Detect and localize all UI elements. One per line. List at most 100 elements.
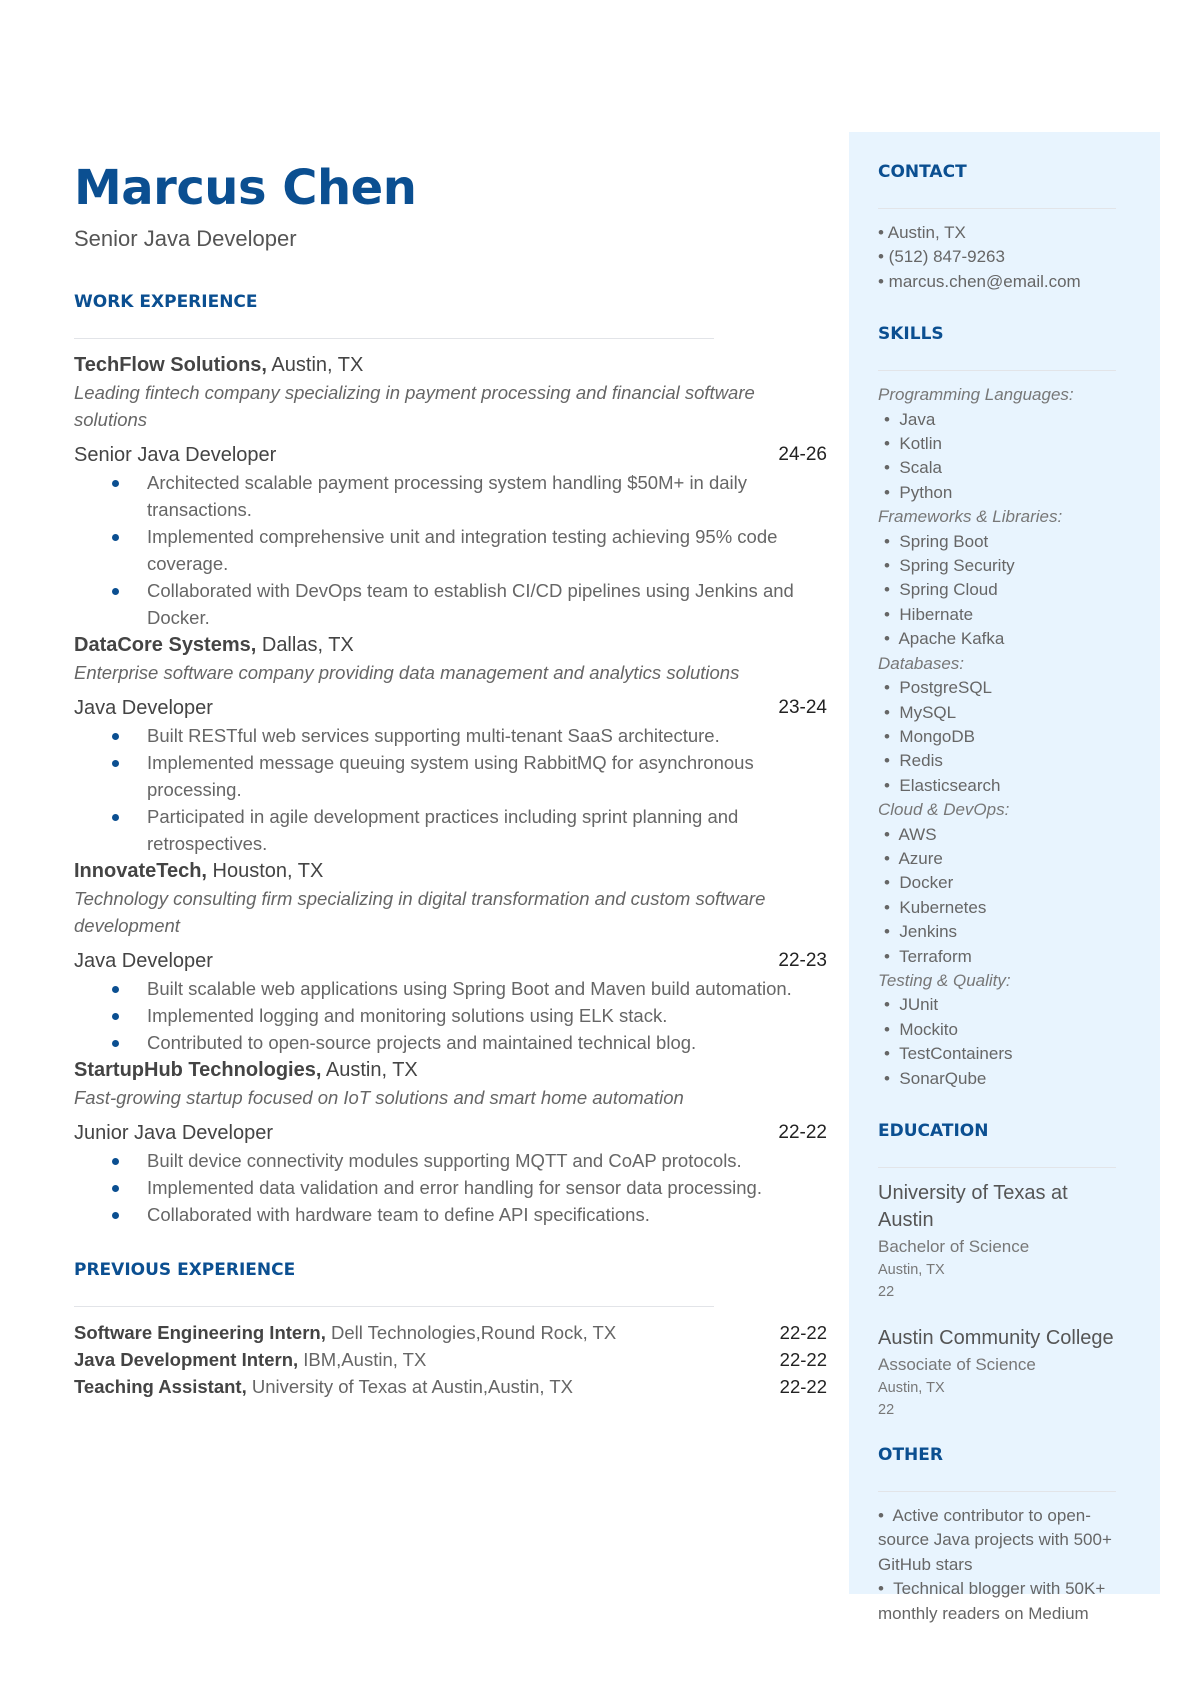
previous-item: Software Engineering Intern, Dell Techno… (74, 1319, 827, 1346)
divider (878, 1491, 1116, 1492)
company-name: InnovateTech, (74, 860, 207, 882)
skill-name: Spring Boot (899, 531, 989, 551)
skill-name: Apache Kafka (898, 629, 1005, 649)
bullet-icon: • (884, 702, 900, 722)
school-location: Austin, TX (878, 1262, 945, 1278)
bullet-item: Implemented message queuing system using… (112, 749, 827, 803)
role-line: Senior Java Developer 24-26 (74, 441, 827, 469)
role-date: 24-26 (778, 444, 827, 465)
bullet-icon: • (884, 775, 900, 795)
skill-category: Programming Languages: (878, 385, 1074, 405)
company-description: Enterprise software company providing da… (74, 662, 740, 683)
role-date: 22-23 (778, 950, 827, 971)
skill-item: • Terraform (878, 945, 1178, 969)
graduation-year: 22 (878, 1284, 895, 1300)
previous-item: Teaching Assistant, University of Texas … (74, 1373, 827, 1400)
previous-left: Teaching Assistant, University of Texas … (74, 1373, 573, 1400)
school-name: University of Texas at Austin (878, 1182, 1068, 1231)
bullet-icon: • (884, 946, 900, 966)
bullet-list: Built RESTful web services supporting mu… (112, 722, 827, 857)
role-title: Java Developer (74, 950, 213, 972)
candidate-name: Marcus Chen (74, 160, 417, 216)
company-location: Austin, TX (321, 1059, 418, 1081)
previous-item: Java Development Intern, IBM,Austin, TX 2… (74, 1346, 827, 1373)
skill-name: MongoDB (899, 726, 976, 746)
bullet-icon: • (884, 531, 900, 551)
role-line: Junior Java Developer 22-22 (74, 1119, 827, 1147)
candidate-title: Senior Java Developer (74, 226, 297, 251)
school-name: Austin Community College (878, 1327, 1114, 1349)
previous-org: Dell Technologies,Round Rock, TX (325, 1322, 617, 1343)
contact-item: • (512) 847-9263 (878, 247, 1005, 267)
other-item: • Technical blogger with 50K+ monthly re… (878, 1579, 1110, 1623)
previous-date: 22-22 (779, 1322, 827, 1343)
divider (878, 1167, 1116, 1168)
skill-category: Frameworks & Libraries: (878, 507, 1063, 527)
company-location: Austin, TX (266, 354, 364, 376)
skill-category: Testing & Quality: (878, 970, 1011, 990)
contact-item: • Austin, TX (878, 223, 966, 242)
skill-item: • Elasticsearch (878, 774, 1178, 798)
skill-name: TestContainers (899, 1044, 1013, 1064)
bullet-icon: • (884, 751, 900, 771)
skill-name: JUnit (899, 995, 939, 1015)
bullet-icon: • (884, 897, 900, 917)
bullet-list: Built scalable web applications using Sp… (112, 975, 827, 1056)
skill-name: Scala (899, 458, 942, 478)
bullet-icon: • (884, 604, 900, 624)
previous-org: University of Texas at Austin,Austin, TX (246, 1376, 574, 1397)
company-name: TechFlow Solutions, (74, 354, 267, 376)
bullet-item: Built RESTful web services supporting mu… (112, 722, 827, 749)
bullet-icon: • (884, 922, 900, 942)
skill-item: • Spring Cloud (878, 578, 1178, 602)
divider (74, 338, 714, 339)
skills-list: Programming Languages: • Java • Kotlin • Sc… (878, 383, 1178, 1091)
previous-org: IBM,Austin, TX (298, 1349, 427, 1370)
education-item: University of Texas at Austin Bachelor of… (878, 1180, 1178, 1303)
skill-item: • JUnit (878, 993, 1178, 1017)
other-item: • Active contributor to open-source Java… (878, 1506, 1117, 1574)
divider (74, 1306, 714, 1307)
role-title: Java Developer (74, 697, 213, 719)
skills-heading: SKILLS (878, 324, 944, 345)
contact-heading: CONTACT (878, 162, 967, 182)
other-heading: OTHER (878, 1445, 943, 1465)
skill-item: • PostgreSQL (878, 676, 1178, 700)
company-description: Technology consulting firm specializing … (74, 888, 766, 936)
role-title: Junior Java Developer (74, 1122, 273, 1144)
education-list: University of Texas at Austin Bachelor of… (878, 1180, 1178, 1421)
skill-item: • SonarQube (878, 1067, 1178, 1091)
skill-item: • Scala (878, 456, 1178, 480)
skill-item: • Spring Boot (878, 530, 1178, 554)
sidebar-content: CONTACT • Austin, TX • (512) 847-9263 • ma… (878, 160, 1178, 1626)
company-name: StartupHub Technologies, (74, 1059, 322, 1081)
bullet-icon: • (884, 726, 900, 746)
skill-name: MySQL (899, 702, 957, 722)
role-date: 22-22 (778, 1122, 827, 1143)
degree: Associate of Science (878, 1355, 1036, 1374)
degree: Bachelor of Science (878, 1237, 1030, 1256)
bullet-item: Architected scalable payment processing … (112, 469, 827, 523)
bullet-item: Implemented data validation and error ha… (112, 1174, 827, 1201)
previous-date: 22-22 (779, 1349, 827, 1370)
bullet-icon: • (884, 1068, 900, 1088)
school-location: Austin, TX (878, 1380, 945, 1396)
skill-item: • Apache Kafka (878, 627, 1178, 651)
company-location: Houston, TX (207, 860, 324, 882)
bullet-icon: • (884, 409, 900, 429)
previous-left: Software Engineering Intern, Dell Techno… (74, 1319, 616, 1346)
bullet-icon: • (884, 482, 900, 502)
skill-item: • MongoDB (878, 725, 1178, 749)
skill-name: Mockito (899, 1019, 958, 1039)
graduation-year: 22 (878, 1402, 895, 1418)
previous-list: Software Engineering Intern, Dell Techno… (74, 1319, 827, 1400)
previous-experience-heading: PREVIOUS EXPERIENCE (74, 1260, 296, 1280)
bullet-icon: • (884, 629, 899, 649)
bullet-item: Contributed to open-source projects and … (112, 1029, 827, 1056)
company-line: TechFlow Solutions, Austin, TX (74, 351, 827, 379)
skill-name: AWS (898, 824, 937, 844)
skill-item: • Docker (878, 871, 1178, 895)
main-column: Marcus Chen Senior Java Developer WORK E… (74, 158, 827, 1400)
skill-item: • Mockito (878, 1018, 1178, 1042)
previous-role: Software Engineering Intern, (74, 1322, 326, 1343)
